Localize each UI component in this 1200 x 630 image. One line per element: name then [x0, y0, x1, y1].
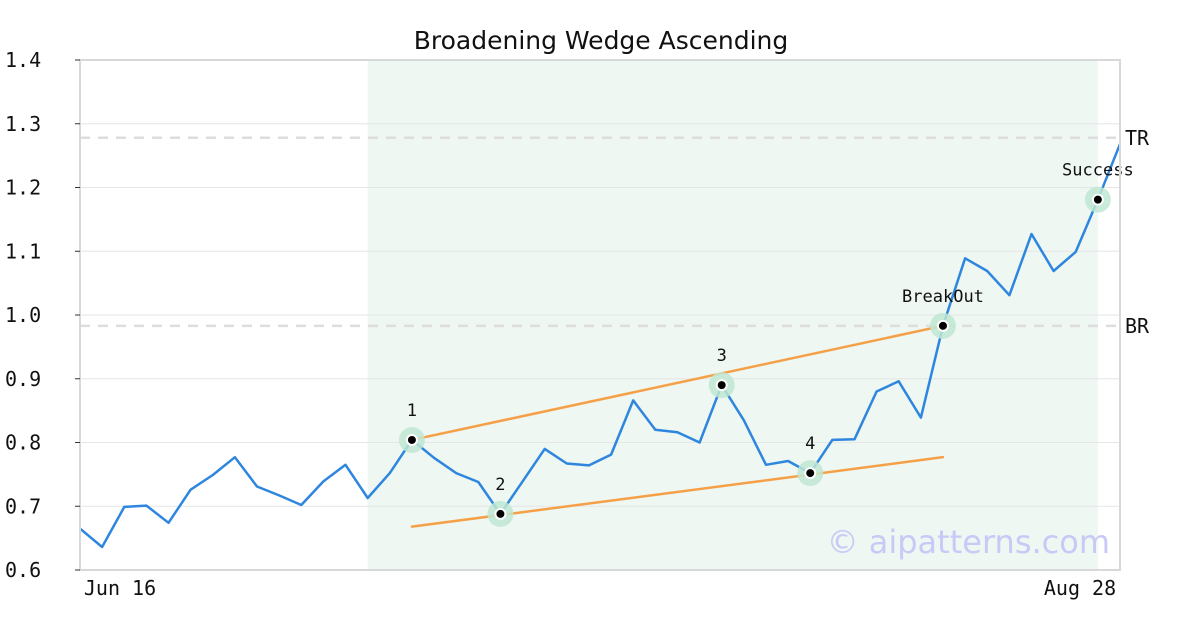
point-label-4: 4: [805, 434, 815, 454]
point-marker-breakout: [936, 319, 949, 332]
point-marker-1: [405, 433, 418, 446]
y-tick-label: 1.1: [5, 239, 41, 263]
x-tick-label: Jun 16: [84, 576, 156, 600]
y-tick-label: 0.9: [5, 367, 41, 391]
point-marker-success: [1091, 193, 1104, 206]
watermark: © aipatterns.com: [827, 523, 1110, 561]
point-marker-2: [494, 507, 507, 520]
point-marker-3: [715, 379, 728, 392]
x-tick-label: Aug 28: [1044, 576, 1116, 600]
point-label-success: Success: [1062, 161, 1134, 181]
chart-title: Broadening Wedge Ascending: [414, 26, 789, 55]
y-tick-label: 0.6: [5, 558, 41, 582]
point-marker-4: [804, 467, 817, 480]
point-label-breakout: BreakOut: [902, 287, 984, 307]
y-tick-label: 1.4: [5, 48, 41, 72]
y-tick-label: 1.0: [5, 303, 41, 327]
y-tick-label: 1.2: [5, 176, 41, 200]
level-label-tr: TR: [1125, 126, 1150, 150]
point-label-2: 2: [495, 475, 505, 495]
trendline-upper: [410, 324, 945, 442]
y-tick-label: 0.8: [5, 431, 41, 455]
point-label-1: 1: [407, 401, 417, 421]
point-label-3: 3: [717, 346, 727, 366]
points-group: 1 2 3 4 BreakOut Success: [398, 161, 1134, 527]
axes-group: 0.6 0.7 0.8 0.9 1.0 1.1 1.2 1.3 1.4 Jun 16 Aug 28: [5, 48, 1116, 600]
level-label-br: BR: [1125, 314, 1150, 338]
y-tick-label: 0.7: [5, 494, 41, 518]
y-tick-label: 1.3: [5, 112, 41, 136]
